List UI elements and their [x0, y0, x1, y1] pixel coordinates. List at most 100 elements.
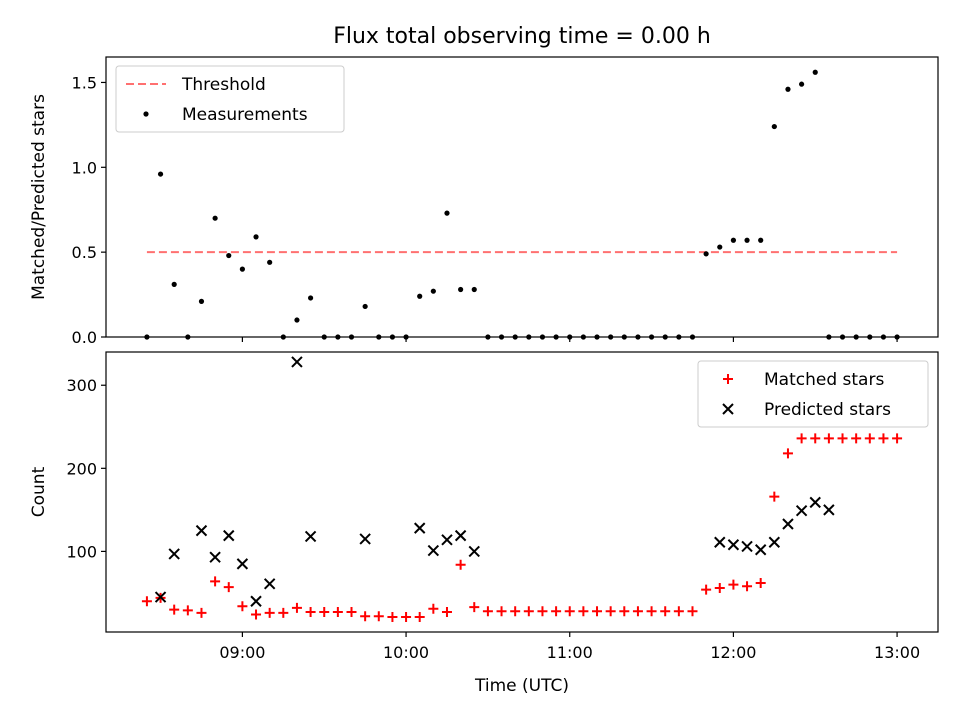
legend: Threshold Measurements: [115, 65, 345, 133]
measurement-point: [689, 334, 696, 340]
x-axis-label: Time (UTC): [474, 676, 569, 696]
matched-star-marker: [441, 607, 452, 618]
measurement-point: [539, 334, 546, 340]
matched-star-marker: [182, 605, 193, 616]
x-tick-label: 11:00: [547, 643, 593, 662]
predicted-star-marker: [263, 578, 276, 590]
measurement-point: [485, 334, 491, 340]
measurement-point: [567, 334, 573, 340]
legend: Matched stars Predicted stars: [697, 360, 929, 428]
measurement-point: [594, 334, 600, 340]
predicted-star-marker: [454, 529, 467, 542]
matched-star-marker: [482, 606, 493, 617]
predicted-star-marker: [236, 558, 249, 570]
x-tick-label: 12:00: [710, 643, 756, 662]
legend-label: Measurements: [182, 105, 308, 125]
matched-star-marker: [291, 602, 302, 613]
predicted-star-marker: [782, 518, 794, 530]
measurement-point: [267, 259, 273, 265]
matched-star-marker: [141, 596, 152, 607]
matched-star-marker: [401, 612, 412, 623]
y-tick-label: 0.5: [72, 243, 97, 262]
y-tick-label: 300: [66, 376, 97, 395]
measurement-point: [812, 69, 818, 75]
legend-matched-swatch: [723, 374, 733, 384]
measurement-point: [621, 334, 627, 340]
predicted-star-marker: [468, 545, 480, 558]
matched-star-marker: [523, 606, 534, 617]
predicted-star-marker: [427, 544, 440, 557]
matched-star-marker: [414, 612, 425, 623]
predicted-star-marker: [809, 496, 821, 509]
measurement-point: [853, 334, 859, 340]
predicted-star-marker: [168, 548, 180, 560]
matched-star-marker: [728, 579, 739, 590]
measurement-point: [512, 334, 518, 340]
y-tick-label: 0.0: [72, 328, 97, 347]
matched-star-marker: [455, 559, 466, 570]
predicted-star-marker: [223, 529, 235, 542]
measurement-point: [498, 334, 505, 340]
predicted-star-marker: [727, 539, 740, 551]
legend-label: Predicted stars: [764, 400, 891, 420]
matched-star-marker: [892, 433, 903, 444]
measurement-point: [880, 334, 887, 340]
measurement-point: [471, 286, 477, 293]
measurement-point: [662, 334, 668, 340]
measurement-point: [744, 237, 750, 243]
measurement-point: [894, 334, 900, 340]
measurement-point: [294, 317, 300, 323]
measurement-point: [226, 252, 232, 259]
measurement-point: [280, 334, 286, 340]
measurement-point: [185, 334, 191, 340]
y-tick-label: 1.0: [72, 158, 97, 177]
matched-star-marker: [660, 606, 671, 617]
predicted-star-marker: [823, 504, 835, 516]
matched-star-marker: [278, 607, 289, 618]
matched-star-marker: [387, 612, 398, 623]
predicted-star-marker: [413, 522, 426, 534]
matched-star-marker: [851, 433, 862, 444]
measurement-point: [839, 334, 846, 340]
matched-star-marker: [632, 606, 643, 617]
bottom-panel-counts: 100 200 300 09:00 10:00 11:00 12:00 13:00 Count T…: [29, 351, 939, 696]
matched-star-marker: [264, 607, 275, 618]
matched-star-marker: [319, 607, 330, 618]
measurement-point: [444, 210, 450, 216]
matched-star-marker: [769, 491, 780, 502]
measurement-point: [758, 237, 764, 243]
matched-star-marker: [510, 606, 521, 617]
measurement-point: [212, 215, 218, 221]
matched-star-marker: [837, 433, 848, 444]
measurement-point: [703, 251, 709, 257]
matched-star-marker: [864, 433, 875, 444]
predicted-star-marker: [291, 356, 303, 368]
y-axis-label: Matched/Predicted stars: [29, 94, 49, 300]
measurement-point: [253, 234, 259, 240]
matched-star-marker: [496, 606, 507, 617]
matched-star-marker: [169, 604, 180, 615]
matched-star-marker: [373, 611, 384, 622]
x-tick-label: 13:00: [874, 643, 920, 662]
predicted-star-marker: [359, 533, 371, 545]
legend-box: [697, 360, 929, 428]
measurement-point: [771, 123, 777, 130]
matched-star-marker: [332, 607, 343, 618]
measurement-point: [867, 334, 873, 340]
legend-box: [115, 65, 345, 133]
matched-star-marker: [210, 576, 221, 587]
measurement-point: [580, 334, 586, 340]
matched-star-marker: [251, 609, 262, 620]
matched-star-marker: [428, 603, 439, 614]
measurement-point: [403, 334, 409, 340]
matched-star-marker: [755, 577, 766, 588]
matched-star-marker: [810, 433, 821, 444]
measurement-point: [389, 334, 396, 340]
measurement-point: [676, 334, 682, 340]
y-tick-label: 100: [66, 542, 97, 561]
measurement-point: [730, 237, 737, 243]
predicted-star-marker: [741, 540, 753, 553]
y-tick-label: 200: [66, 459, 97, 478]
measurement-point: [648, 334, 655, 340]
